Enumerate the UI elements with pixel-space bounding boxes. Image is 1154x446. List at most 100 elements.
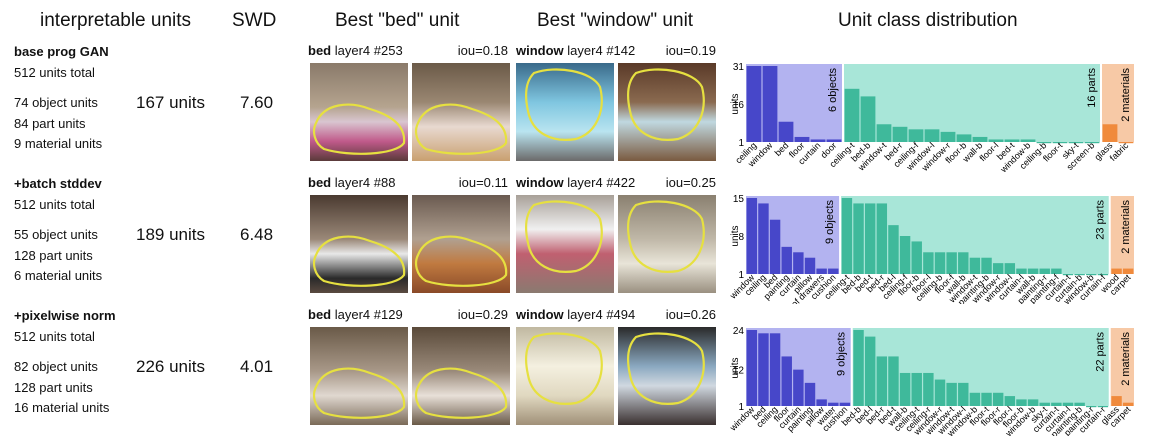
bar xyxy=(793,369,804,406)
units-total: 512 units total xyxy=(14,196,95,212)
bar xyxy=(844,88,860,142)
segmentation-outline xyxy=(415,367,508,419)
bar xyxy=(826,139,842,142)
bed-unit-image xyxy=(412,63,510,161)
bed-unit-caption: bed layer4 #129 iou=0.29 xyxy=(308,307,508,323)
bar xyxy=(828,268,839,274)
model-name: +batch stddev xyxy=(14,176,102,191)
bed-unit-image xyxy=(412,327,510,425)
bar xyxy=(853,203,864,274)
spacer xyxy=(14,83,109,93)
bed-iou: iou=0.29 xyxy=(457,307,508,322)
bar xyxy=(956,134,972,142)
bar xyxy=(1027,268,1039,274)
bar xyxy=(778,121,794,142)
material-units: 6 material units xyxy=(14,268,103,283)
model-name: +pixelwise norm xyxy=(14,308,116,323)
segmentation-outline xyxy=(313,367,406,419)
bed-class-label: bed xyxy=(308,307,332,322)
bar xyxy=(1004,396,1016,406)
bar xyxy=(794,136,810,142)
window-unit-image xyxy=(618,327,716,425)
bed-class-label: bed xyxy=(308,175,332,190)
unit-class-distribution-chart: units 1 12 24 window bed ceiling floor curtain pa… xyxy=(730,324,1140,436)
bar xyxy=(762,66,778,142)
window-unit-image xyxy=(618,195,716,293)
category-label: fabric xyxy=(1108,140,1131,163)
bar xyxy=(1004,263,1016,274)
model-name: base prog GAN xyxy=(14,44,109,59)
window-unit-image xyxy=(516,63,614,161)
segmentation-outline xyxy=(626,332,705,405)
bar xyxy=(888,225,899,274)
interpretable-unit-count: 167 units xyxy=(136,93,205,112)
bar xyxy=(923,372,934,406)
bar xyxy=(1074,274,1085,276)
part-units: 84 part units xyxy=(14,115,86,131)
spacer xyxy=(14,215,102,225)
group-count-label: 23 parts xyxy=(1095,200,1107,240)
bar xyxy=(1020,139,1036,142)
bar xyxy=(860,96,876,142)
bar xyxy=(988,139,1004,142)
bar xyxy=(746,330,758,406)
bed-unit-caption: bed layer4 #253 iou=0.18 xyxy=(308,43,508,59)
bar xyxy=(876,203,888,274)
window-iou: iou=0.19 xyxy=(665,43,716,58)
bar xyxy=(946,252,957,274)
group-count-label: 9 objects xyxy=(824,200,836,245)
interpretable-unit-count: 226 units xyxy=(136,357,205,376)
window-class-label: window xyxy=(516,175,564,190)
bar xyxy=(769,333,781,406)
bed-unit-image xyxy=(310,63,408,161)
bar xyxy=(758,203,769,274)
window-unit-id: layer4 #422 xyxy=(567,175,636,190)
object-units: 82 object units xyxy=(14,359,98,374)
header-window: Best "window" unit xyxy=(537,10,694,31)
segmentation-outline xyxy=(415,235,508,287)
interpretable-unit-count: 189 units xyxy=(136,225,205,244)
bar xyxy=(769,219,781,274)
spacer xyxy=(14,347,116,357)
object-group-background xyxy=(746,64,842,142)
object-units: 74 object units xyxy=(14,95,98,110)
segmentation-outline xyxy=(313,103,406,155)
window-unit-id: layer4 #494 xyxy=(567,307,636,322)
bar xyxy=(853,330,864,406)
bar xyxy=(1004,139,1020,142)
bar xyxy=(864,203,876,274)
y-axis-label: units xyxy=(730,357,741,378)
window-class-label: window xyxy=(516,307,564,322)
bar xyxy=(908,129,924,142)
y-tick-label: 31 xyxy=(733,62,745,73)
unit-class-distribution-chart: units 1 8 15 window ceiling bed painting curtain… xyxy=(730,192,1140,304)
bar xyxy=(781,356,792,406)
bar xyxy=(892,126,908,142)
bar xyxy=(972,136,988,142)
bar xyxy=(940,131,956,142)
header-bed: Best "bed" unit xyxy=(335,10,460,31)
window-unit-caption: window layer4 #422 iou=0.25 xyxy=(516,175,716,191)
model-info: +batch stddev 512 units total 55 object un… xyxy=(14,174,102,287)
bar xyxy=(1039,268,1050,274)
header-interpretable: interpretable units xyxy=(40,10,192,31)
bar xyxy=(924,129,940,142)
bar xyxy=(981,392,992,406)
bar xyxy=(1052,142,1068,144)
bar xyxy=(1111,268,1122,274)
bar xyxy=(1097,274,1109,276)
segmentation-outline xyxy=(524,332,603,405)
y-tick-label: 24 xyxy=(733,326,745,337)
material-group-background xyxy=(1110,328,1134,406)
bar xyxy=(1016,268,1027,274)
bar xyxy=(911,241,922,274)
model-info: base prog GAN 512 units total 74 object un… xyxy=(14,42,109,155)
group-count-label: 2 materials xyxy=(1120,200,1132,254)
window-unit-image xyxy=(516,327,614,425)
chart-svg: units11224windowbedceilingfloorcurtainpa… xyxy=(730,326,1134,436)
bar xyxy=(1036,142,1052,144)
bar xyxy=(816,399,827,406)
bar xyxy=(1051,268,1062,274)
bar xyxy=(1084,142,1100,144)
bed-unit-image xyxy=(310,195,408,293)
